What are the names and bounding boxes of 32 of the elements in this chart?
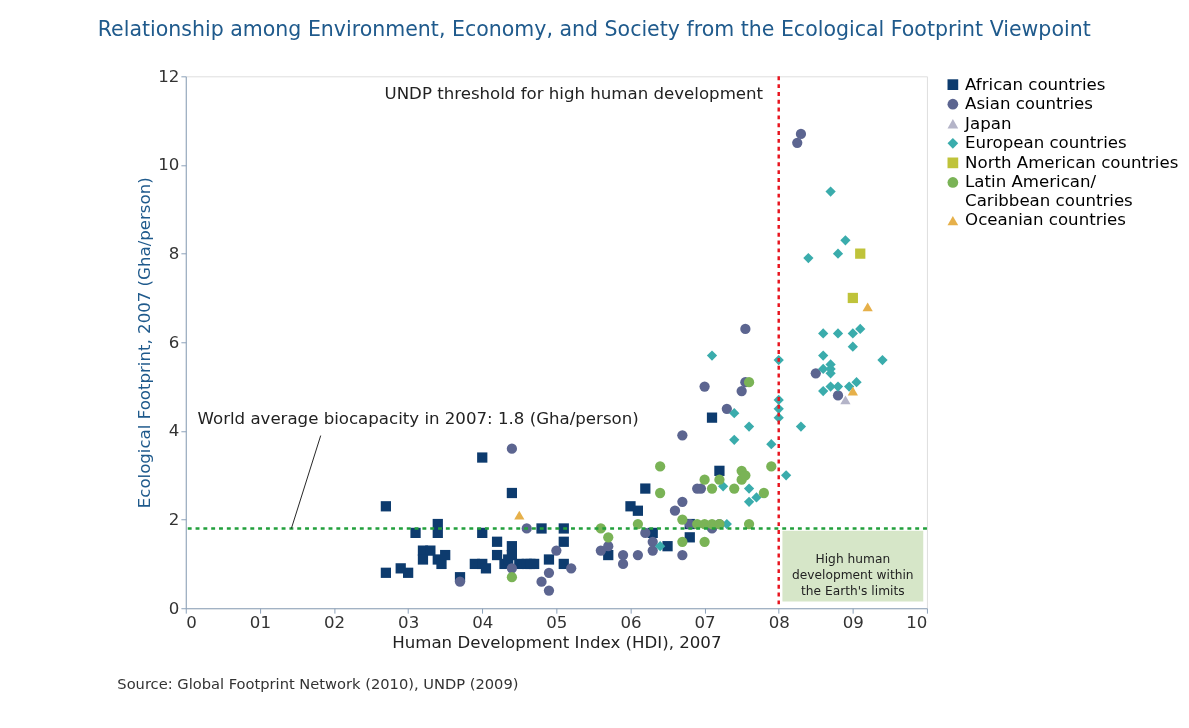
legend-label: Japan (964, 113, 1012, 133)
x-tick-label: 02 (323, 613, 346, 633)
x-tick-label: 04 (472, 613, 494, 633)
y-tick-label: 10 (158, 155, 180, 175)
annotation: High human development within the Earth's limits (792, 552, 914, 598)
x-tick-label: 08 (768, 613, 790, 633)
chart-title: Relationship among Environment, Economy, and Society from the Ecological Footprint Viewpoint (97, 17, 1091, 42)
legend-label: Asian countries (965, 94, 1093, 114)
x-tick-label: 05 (546, 613, 568, 633)
y-tick-label: 4 (168, 421, 180, 441)
x-tick-label: 03 (398, 613, 420, 633)
x-tick-label: 0 (186, 613, 197, 633)
y-axis-title: Ecological Footprint, 2007 (Gha/person) (135, 177, 155, 509)
legend-label: European countries (965, 133, 1127, 153)
legend-label: Latin American/ Caribbean countries (965, 172, 1133, 210)
x-tick-label: 06 (620, 613, 642, 633)
ref-line-label: World average biocapacity in 2007: 1.8 (Gha/person) (197, 408, 639, 428)
legend-label: African countries (965, 74, 1106, 94)
x-axis-title: Human Development Index (HDI), 2007 (392, 632, 722, 652)
legend-label: North American countries (965, 152, 1179, 172)
x-tick-label: 09 (842, 613, 864, 633)
y-tick-label: 6 (168, 332, 180, 352)
y-tick-label: 12 (158, 66, 180, 86)
legend-label: Oceanian countries (965, 210, 1126, 230)
y-tick-label: 8 (168, 244, 180, 264)
y-tick-label: 0 (168, 598, 180, 618)
x-tick-label: 07 (694, 613, 716, 633)
ref-line-label: UNDP threshold for high human development (384, 83, 764, 103)
y-tick-label: 2 (168, 509, 180, 529)
x-tick-label: 01 (249, 613, 271, 633)
source-note: Source: Global Footprint Network (2010), UNDP (2009) (117, 675, 519, 693)
x-tick-label: 10 (906, 613, 928, 633)
